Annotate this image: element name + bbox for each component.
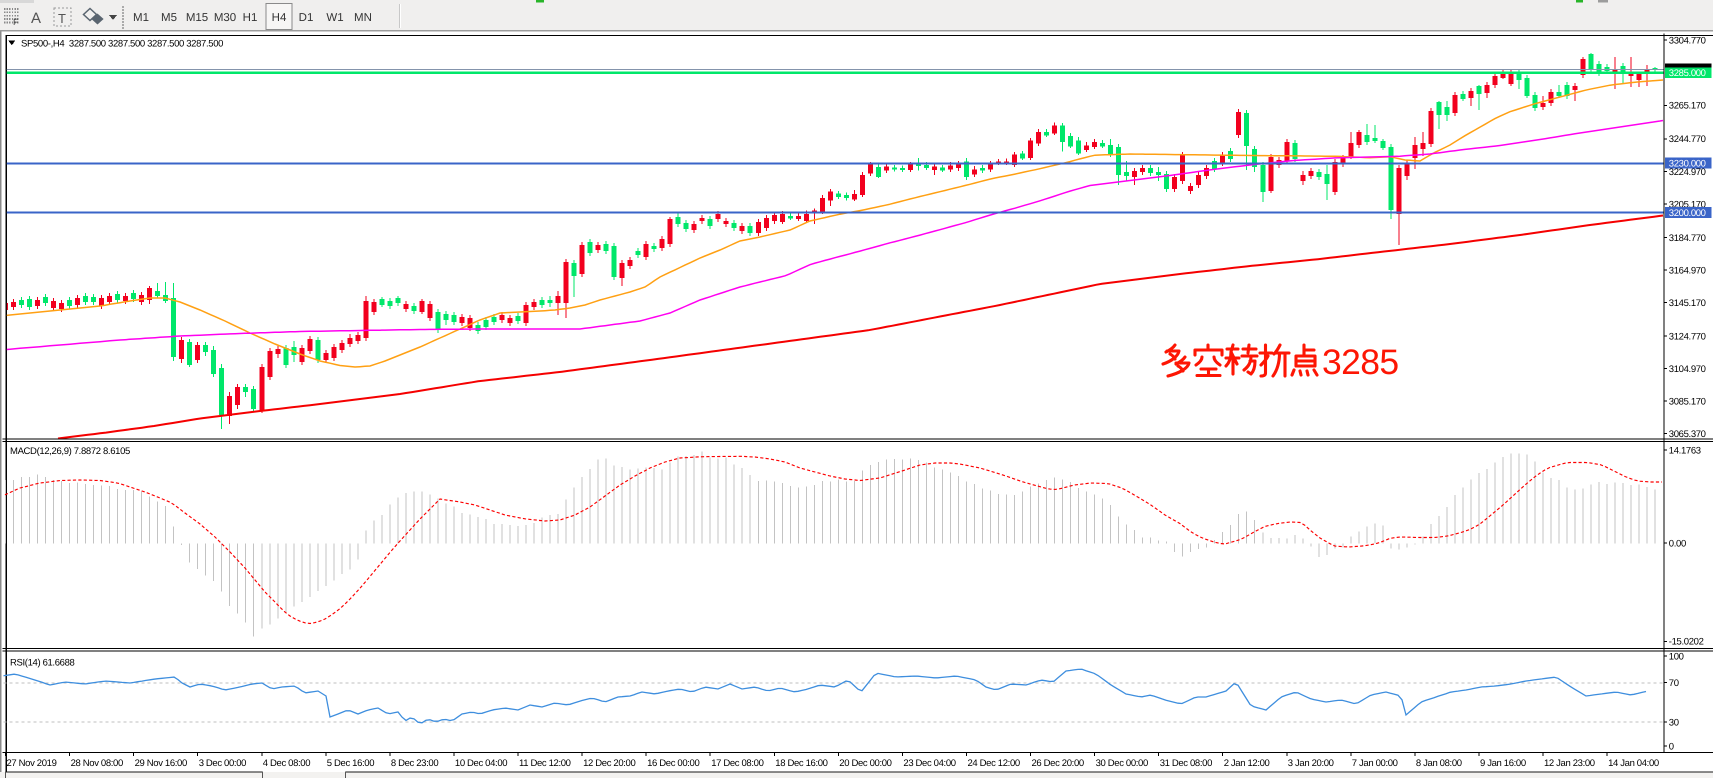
svg-text:3085.170: 3085.170	[1669, 397, 1706, 408]
svg-text:12 Jan 23:00: 12 Jan 23:00	[1544, 758, 1595, 769]
svg-text:3285: 3285	[1322, 342, 1399, 382]
svg-text:3304.770: 3304.770	[1669, 36, 1706, 47]
svg-text:H1: H1	[243, 12, 258, 24]
svg-text:0.00: 0.00	[1669, 539, 1686, 550]
svg-text:3145.170: 3145.170	[1669, 298, 1706, 309]
svg-text:3124.770: 3124.770	[1669, 331, 1706, 342]
svg-text:100: 100	[1669, 651, 1684, 662]
svg-text:RSI(14) 61.6688: RSI(14) 61.6688	[10, 658, 75, 669]
svg-text:SP500-,H4 3287.500 3287.500 3: SP500-,H4 3287.500 3287.500 3287.500 328…	[21, 38, 223, 49]
svg-text:30: 30	[1669, 717, 1679, 728]
svg-text:17 Dec 08:00: 17 Dec 08:00	[711, 758, 763, 769]
svg-text:3065.370: 3065.370	[1669, 429, 1706, 440]
svg-text:3104.970: 3104.970	[1669, 364, 1706, 375]
svg-text:29 Nov 16:00: 29 Nov 16:00	[135, 758, 187, 769]
svg-text:4 Dec 08:00: 4 Dec 08:00	[263, 758, 310, 769]
svg-text:2 Jan 12:00: 2 Jan 12:00	[1224, 758, 1270, 769]
svg-text:3 Jan 20:00: 3 Jan 20:00	[1288, 758, 1334, 769]
svg-text:3200.000: 3200.000	[1669, 208, 1706, 219]
svg-text:24 Dec 12:00: 24 Dec 12:00	[968, 758, 1020, 769]
svg-text:23 Dec 04:00: 23 Dec 04:00	[903, 758, 955, 769]
svg-text:MN: MN	[354, 12, 372, 24]
svg-text:8 Dec 23:00: 8 Dec 23:00	[391, 758, 438, 769]
svg-text:F: F	[13, 17, 19, 27]
svg-text:16 Dec 00:00: 16 Dec 00:00	[647, 758, 699, 769]
svg-text:31 Dec 08:00: 31 Dec 08:00	[1160, 758, 1212, 769]
svg-text:12 Dec 20:00: 12 Dec 20:00	[583, 758, 635, 769]
svg-text:D1: D1	[299, 12, 314, 24]
svg-text:70: 70	[1669, 678, 1679, 689]
svg-text:3184.770: 3184.770	[1669, 233, 1706, 244]
svg-text:20 Dec 00:00: 20 Dec 00:00	[839, 758, 891, 769]
svg-text:3265.170: 3265.170	[1669, 101, 1706, 112]
svg-text:W1: W1	[326, 12, 343, 24]
svg-text:A: A	[31, 10, 41, 27]
svg-text:T: T	[58, 11, 66, 26]
svg-text:7 Jan 00:00: 7 Jan 00:00	[1352, 758, 1398, 769]
svg-text:3164.970: 3164.970	[1669, 265, 1706, 276]
svg-text:M5: M5	[161, 12, 177, 24]
svg-text:0: 0	[1669, 741, 1674, 752]
svg-text:10 Dec 04:00: 10 Dec 04:00	[455, 758, 507, 769]
svg-text:H4: H4	[272, 12, 287, 24]
svg-text:28 Nov 08:00: 28 Nov 08:00	[71, 758, 123, 769]
svg-text:3224.970: 3224.970	[1669, 167, 1706, 178]
svg-text:M30: M30	[214, 12, 236, 24]
svg-text:3205.170: 3205.170	[1669, 199, 1706, 210]
svg-text:M1: M1	[133, 12, 149, 24]
svg-text:11 Dec 12:00: 11 Dec 12:00	[519, 758, 571, 769]
svg-text:3 Dec 00:00: 3 Dec 00:00	[199, 758, 246, 769]
svg-text:30 Dec 00:00: 30 Dec 00:00	[1096, 758, 1148, 769]
svg-text:M15: M15	[186, 12, 208, 24]
svg-text:3285.000: 3285.000	[1669, 68, 1706, 79]
svg-text:9 Jan 16:00: 9 Jan 16:00	[1480, 758, 1526, 769]
svg-text:14.1763: 14.1763	[1669, 446, 1701, 457]
svg-text:MACD(12,26,9) 7.8872 8.6105: MACD(12,26,9) 7.8872 8.6105	[10, 446, 130, 457]
svg-text:8 Jan 08:00: 8 Jan 08:00	[1416, 758, 1462, 769]
svg-text:14 Jan 04:00: 14 Jan 04:00	[1608, 758, 1659, 769]
svg-text:26 Dec 20:00: 26 Dec 20:00	[1032, 758, 1084, 769]
svg-text:5 Dec 16:00: 5 Dec 16:00	[327, 758, 374, 769]
svg-text:3230.000: 3230.000	[1669, 159, 1706, 170]
svg-text:18 Dec 16:00: 18 Dec 16:00	[775, 758, 827, 769]
svg-text:27 Nov 2019: 27 Nov 2019	[7, 758, 57, 769]
svg-text:-15.0202: -15.0202	[1669, 637, 1704, 648]
svg-text:3244.770: 3244.770	[1669, 134, 1706, 145]
